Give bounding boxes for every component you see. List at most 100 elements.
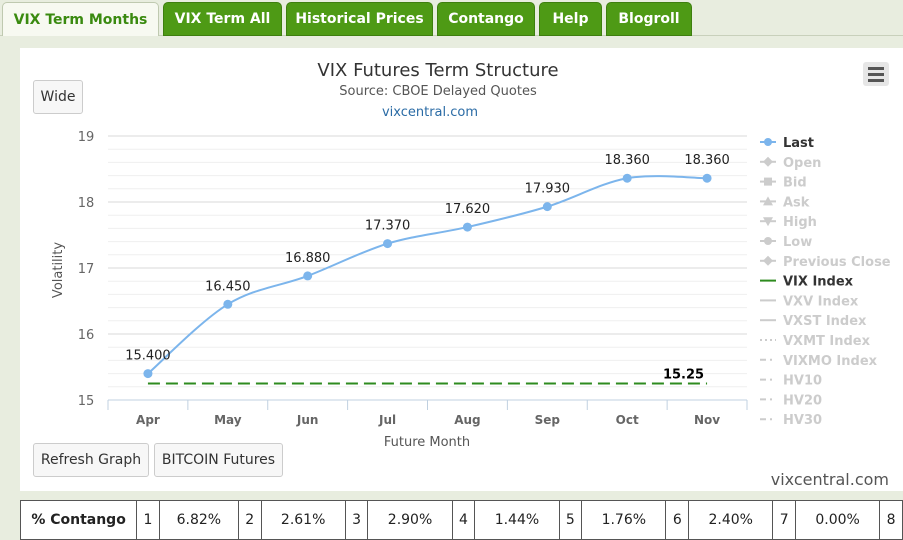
x-tick-label: May [214, 413, 242, 427]
tab-vix-term-months[interactable]: VIX Term Months [2, 2, 159, 36]
chart-subtitle: Source: CBOE Delayed Quotes [339, 84, 537, 99]
legend-triangle-down-icon [763, 217, 773, 227]
data-label: 18.360 [604, 153, 650, 168]
contango-month: 6 [665, 500, 690, 540]
legend-label: HV10 [783, 374, 822, 389]
contango-month: 7 [772, 500, 796, 540]
contango-month: 1 [136, 500, 160, 540]
contango-value: 2.40% [688, 500, 774, 540]
tab-help[interactable]: Help [539, 2, 602, 36]
legend-item[interactable]: HV10 [760, 374, 822, 389]
legend-item[interactable]: VXV Index [760, 294, 859, 309]
x-axis-title: Future Month [384, 435, 470, 450]
legend-item[interactable]: Ask [760, 195, 810, 210]
table-row: % Contango 1 6.82% 2 2.61% 3 2.90% 4 1.4… [19, 500, 903, 540]
y-axis-title: Volatility [51, 242, 66, 298]
y-tick-label: 18 [78, 196, 95, 211]
contango-value: 2.61% [260, 500, 346, 540]
legend-label: VIXMO Index [783, 354, 878, 369]
bitcoin-futures-button[interactable]: BITCOIN Futures [154, 443, 283, 477]
data-label: 17.930 [525, 182, 571, 197]
wide-button[interactable]: Wide [33, 80, 83, 114]
legend-item[interactable]: VXST Index [760, 314, 867, 329]
last-data-point [462, 222, 472, 232]
legend-item[interactable]: Open [760, 156, 821, 171]
x-tick-label: Sep [535, 413, 561, 427]
legend-label: Ask [783, 195, 810, 210]
legend-item[interactable]: HV20 [760, 393, 822, 408]
x-tick-label: Jun [296, 413, 319, 427]
legend-diamond-icon [763, 255, 773, 266]
legend-item[interactable]: VIXMO Index [760, 354, 878, 369]
legend-item[interactable]: Low [760, 235, 812, 250]
legend-square-icon [764, 177, 772, 186]
contango-header: % Contango [19, 500, 138, 540]
data-label: 15.400 [125, 349, 171, 364]
legend-circle-icon [764, 138, 772, 146]
term-structure-chart: VIX Futures Term Structure Source: CBOE … [51, 60, 891, 450]
legend-label: Open [783, 156, 821, 171]
x-tick-label: Nov [694, 413, 720, 427]
legend-circle-icon [764, 237, 772, 245]
last-data-point [702, 173, 712, 183]
chart-panel: VIX Futures Term Structure Source: CBOE … [20, 48, 903, 491]
last-series-line [147, 175, 708, 375]
y-tick-label: 15 [78, 394, 95, 409]
legend-label: Previous Close [783, 255, 891, 270]
legend-label: Low [783, 235, 812, 250]
contango-value: 6.82% [158, 500, 239, 540]
contango-value: 1.44% [474, 500, 560, 540]
contango-month: 4 [451, 500, 476, 540]
contango-month: 8 [879, 500, 903, 540]
last-data-point [383, 239, 393, 249]
legend-item[interactable]: Last [760, 136, 814, 151]
vix-index-label: 15.25 [663, 368, 704, 383]
tab-vix-term-all[interactable]: VIX Term All [163, 2, 282, 36]
legend-label: High [783, 215, 817, 230]
contango-table: % Contango 1 6.82% 2 2.61% 3 2.90% 4 1.4… [19, 500, 903, 540]
chart-title: VIX Futures Term Structure [317, 60, 558, 81]
x-tick-label: Aug [454, 413, 480, 427]
legend-diamond-icon [763, 156, 773, 167]
nav-tabs: VIX Term Months VIX Term All Historical … [0, 0, 903, 36]
legend-label: Bid [783, 176, 807, 191]
legend-label: VXST Index [783, 314, 867, 329]
legend-item[interactable]: Bid [760, 176, 807, 191]
legend-item[interactable]: VIX Index [760, 275, 854, 290]
x-tick-label: Jul [378, 413, 396, 427]
contango-month: 3 [344, 500, 369, 540]
legend-item[interactable]: HV30 [760, 413, 822, 428]
refresh-graph-button[interactable]: Refresh Graph [33, 443, 149, 477]
last-data-point [143, 369, 153, 379]
contango-value: 2.90% [367, 500, 453, 540]
chart-subtitle-link[interactable]: vixcentral.com [382, 105, 478, 120]
y-tick-label: 19 [78, 130, 95, 145]
legend-label: VXV Index [783, 294, 859, 309]
legend-item[interactable]: Previous Close [760, 255, 891, 270]
last-data-point [542, 202, 552, 212]
tab-historical-prices[interactable]: Historical Prices [286, 2, 433, 36]
y-tick-label: 16 [78, 328, 95, 343]
legend-label: HV20 [783, 393, 822, 408]
last-data-point [223, 299, 233, 309]
legend-label: VIX Index [783, 275, 854, 290]
x-tick-label: Oct [616, 413, 639, 427]
tab-contango[interactable]: Contango [437, 2, 535, 36]
last-data-point [622, 173, 632, 183]
x-tick-label: Apr [136, 413, 160, 427]
data-label: 18.360 [684, 153, 730, 168]
data-label: 16.450 [205, 279, 251, 294]
legend-item[interactable]: VXMT Index [760, 334, 871, 349]
tab-blogroll[interactable]: Blogroll [606, 2, 692, 36]
last-data-point [303, 271, 313, 281]
contango-value: 1.76% [581, 500, 667, 540]
credit-link[interactable]: vixcentral.com [770, 470, 889, 489]
legend-triangle-icon [763, 196, 773, 206]
legend-label: Last [783, 136, 814, 151]
chart-menu-icon[interactable] [863, 62, 889, 86]
data-label: 16.880 [285, 251, 331, 266]
y-tick-label: 17 [78, 262, 95, 277]
legend-label: VXMT Index [783, 334, 871, 349]
contango-month: 5 [558, 500, 583, 540]
legend-item[interactable]: High [760, 215, 817, 230]
